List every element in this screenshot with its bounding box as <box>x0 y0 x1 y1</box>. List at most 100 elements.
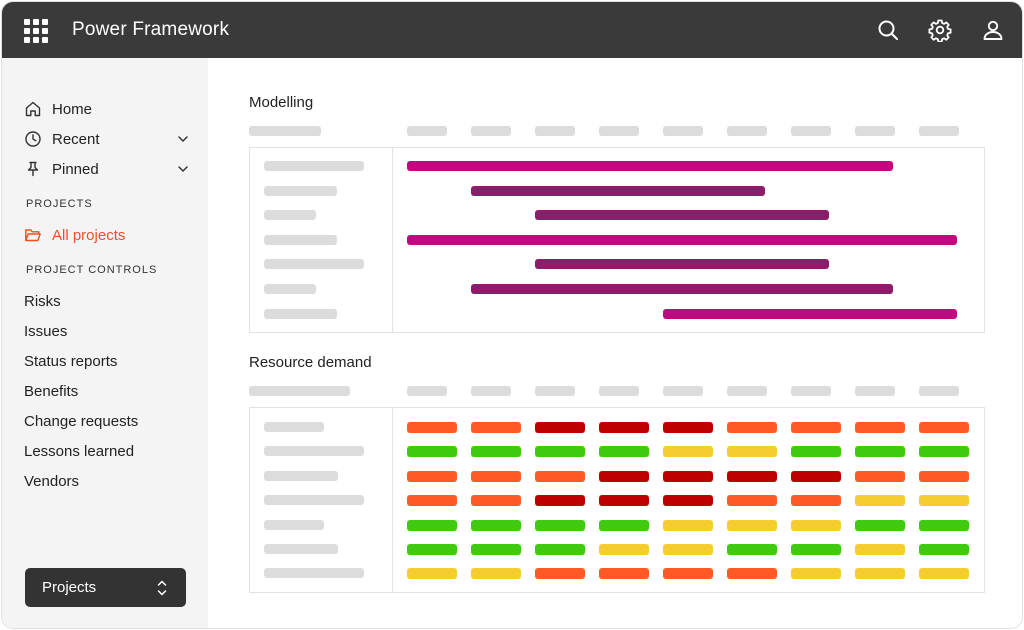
sidebar-item-label: Pinned <box>52 160 99 178</box>
demand-cell[interactable] <box>919 470 969 482</box>
demand-cell[interactable] <box>855 519 905 531</box>
demand-cell[interactable] <box>663 519 713 531</box>
demand-cell[interactable] <box>599 568 649 580</box>
sidebar-item-pinned[interactable]: Pinned <box>24 158 194 180</box>
row-label-placeholder <box>264 446 364 457</box>
demand-cell[interactable] <box>791 568 841 580</box>
demand-cell[interactable] <box>471 446 521 458</box>
gantt-bar[interactable] <box>535 210 830 221</box>
demand-cell[interactable] <box>855 422 905 433</box>
demand-cell[interactable] <box>855 568 905 580</box>
demand-cell[interactable] <box>663 422 713 433</box>
demand-cell[interactable] <box>855 446 905 458</box>
demand-cell[interactable] <box>919 519 969 531</box>
chevron-down-icon[interactable] <box>176 162 190 176</box>
chevron-down-icon[interactable] <box>176 132 190 146</box>
demand-cell[interactable] <box>919 495 969 507</box>
demand-cell[interactable] <box>727 519 777 531</box>
demand-cell[interactable] <box>855 544 905 555</box>
gantt-bar[interactable] <box>407 234 958 245</box>
demand-cell[interactable] <box>663 568 713 580</box>
column-header-placeholder <box>471 126 511 136</box>
demand-cell[interactable] <box>535 519 585 531</box>
demand-cell[interactable] <box>791 495 841 507</box>
sidebar-item-benefits[interactable]: Benefits <box>24 383 79 400</box>
sidebar-item-home[interactable]: Home <box>24 98 194 120</box>
row-label-placeholder <box>264 185 337 196</box>
demand-cell[interactable] <box>471 568 521 580</box>
demand-cell[interactable] <box>407 544 457 555</box>
sidebar-item-vendors[interactable]: Vendors <box>24 473 80 490</box>
demand-cell[interactable] <box>599 495 649 507</box>
sidebar-item-change-requests[interactable]: Change requests <box>24 413 139 430</box>
demand-cell[interactable] <box>599 544 649 555</box>
demand-cell[interactable] <box>535 544 585 555</box>
user-account-icon[interactable] <box>981 18 1005 42</box>
projects-selector[interactable]: Projects <box>25 568 186 607</box>
gantt-bar[interactable] <box>471 284 894 294</box>
demand-cell[interactable] <box>407 519 457 531</box>
demand-cell[interactable] <box>599 446 649 458</box>
demand-cell[interactable] <box>919 568 969 580</box>
demand-cell[interactable] <box>535 446 585 458</box>
chevron-updown-icon <box>155 578 169 598</box>
settings-gear-icon[interactable] <box>928 18 952 43</box>
demand-cell[interactable] <box>727 568 777 580</box>
demand-cell[interactable] <box>791 519 841 531</box>
demand-cell[interactable] <box>407 568 457 580</box>
demand-cell[interactable] <box>727 470 777 482</box>
column-header-placeholder <box>791 126 831 136</box>
demand-cell[interactable] <box>919 422 969 433</box>
column-header-placeholder <box>471 386 511 396</box>
demand-cell[interactable] <box>471 544 521 555</box>
demand-cell[interactable] <box>471 470 521 482</box>
demand-cell[interactable] <box>407 470 457 482</box>
sidebar-item-status-reports[interactable]: Status reports <box>24 353 118 370</box>
demand-cell[interactable] <box>471 519 521 531</box>
apps-grid-icon[interactable] <box>24 19 48 43</box>
demand-cell[interactable] <box>535 568 585 580</box>
demand-cell[interactable] <box>855 470 905 482</box>
sidebar: Home Recent Pinned PROJECT <box>2 58 208 628</box>
folder-icon <box>24 226 42 244</box>
gantt-bar[interactable] <box>471 185 766 196</box>
demand-cell[interactable] <box>791 446 841 458</box>
demand-cell[interactable] <box>919 446 969 458</box>
sidebar-item-issues[interactable]: Issues <box>24 323 68 340</box>
gantt-bar[interactable] <box>663 308 958 319</box>
demand-cell[interactable] <box>855 495 905 507</box>
demand-cell[interactable] <box>791 422 841 433</box>
demand-cell[interactable] <box>407 422 457 433</box>
demand-cell[interactable] <box>599 470 649 482</box>
gantt-bar[interactable] <box>407 161 894 171</box>
column-header-placeholder <box>535 126 575 136</box>
demand-cell[interactable] <box>791 544 841 555</box>
demand-cell[interactable] <box>727 446 777 458</box>
demand-cell[interactable] <box>791 470 841 482</box>
demand-cell[interactable] <box>535 422 585 433</box>
sidebar-item-lessons-learned[interactable]: Lessons learned <box>24 443 135 460</box>
demand-cell[interactable] <box>535 470 585 482</box>
demand-cell[interactable] <box>727 544 777 555</box>
column-header-placeholder <box>407 386 447 396</box>
demand-cell[interactable] <box>535 495 585 507</box>
demand-cell[interactable] <box>727 422 777 433</box>
demand-cell[interactable] <box>471 495 521 507</box>
demand-cell[interactable] <box>663 495 713 507</box>
search-icon[interactable] <box>876 18 900 42</box>
demand-cell[interactable] <box>919 544 969 555</box>
demand-cell[interactable] <box>727 495 777 507</box>
demand-cell[interactable] <box>599 519 649 531</box>
demand-cell[interactable] <box>407 495 457 507</box>
demand-cell[interactable] <box>407 446 457 458</box>
demand-cell[interactable] <box>471 422 521 433</box>
sidebar-item-recent[interactable]: Recent <box>24 128 194 150</box>
demand-cell[interactable] <box>663 470 713 482</box>
sidebar-item-all-projects[interactable]: All projects <box>24 224 194 246</box>
demand-cell[interactable] <box>663 544 713 555</box>
sidebar-item-risks[interactable]: Risks <box>24 293 61 310</box>
demand-cell[interactable] <box>599 422 649 433</box>
demand-cell[interactable] <box>663 446 713 458</box>
gantt-bar[interactable] <box>535 259 830 270</box>
projects-selector-label: Projects <box>42 579 97 596</box>
